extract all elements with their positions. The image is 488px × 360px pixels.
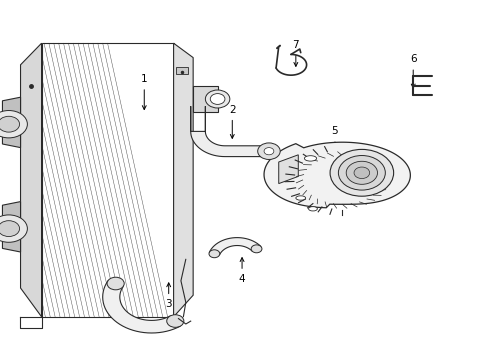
Text: 5: 5 — [331, 126, 338, 160]
Circle shape — [0, 221, 20, 237]
Ellipse shape — [295, 196, 305, 200]
Text: 7: 7 — [292, 40, 299, 66]
Circle shape — [0, 116, 20, 132]
Text: 2: 2 — [228, 105, 235, 138]
Polygon shape — [41, 43, 173, 317]
Text: 6: 6 — [409, 54, 416, 88]
Circle shape — [346, 161, 377, 184]
Circle shape — [208, 250, 219, 258]
Ellipse shape — [304, 156, 316, 161]
Bar — [176, 67, 188, 74]
Circle shape — [257, 143, 280, 159]
Circle shape — [210, 94, 224, 104]
Polygon shape — [264, 142, 409, 208]
Text: 3: 3 — [165, 283, 172, 309]
Polygon shape — [278, 155, 298, 184]
Circle shape — [166, 315, 183, 327]
Text: 1: 1 — [141, 74, 147, 109]
Circle shape — [205, 90, 229, 108]
Polygon shape — [193, 86, 217, 112]
Circle shape — [251, 245, 262, 253]
Polygon shape — [209, 238, 261, 255]
Polygon shape — [2, 97, 20, 148]
Circle shape — [264, 148, 273, 155]
Circle shape — [338, 156, 385, 190]
Polygon shape — [2, 202, 20, 252]
Circle shape — [0, 111, 27, 138]
Circle shape — [353, 167, 369, 179]
Polygon shape — [190, 106, 268, 157]
Circle shape — [107, 277, 124, 290]
Circle shape — [0, 215, 27, 242]
Polygon shape — [173, 43, 193, 317]
Ellipse shape — [308, 207, 317, 211]
Circle shape — [329, 149, 393, 196]
Polygon shape — [20, 43, 41, 317]
Polygon shape — [102, 281, 180, 333]
Text: 4: 4 — [238, 258, 245, 284]
